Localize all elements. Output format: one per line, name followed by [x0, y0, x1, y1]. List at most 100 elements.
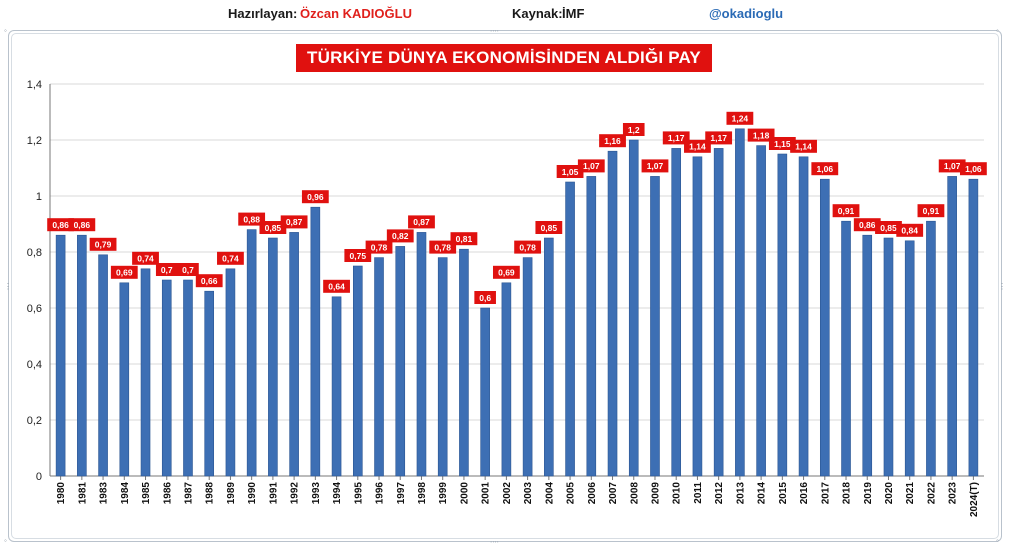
x-tick-label: 2015: [778, 482, 789, 505]
bar[interactable]: [310, 206, 321, 477]
bar[interactable]: [904, 240, 915, 477]
x-tick-label: 2020: [884, 482, 895, 505]
x-tick-label: 2011: [693, 482, 704, 504]
resize-handle-top-left[interactable]: ◦: [4, 26, 7, 35]
x-tick-label: 1998: [417, 482, 428, 505]
bar[interactable]: [565, 181, 575, 477]
resize-handle-top[interactable]: ∙∙∙∙: [490, 26, 499, 35]
x-tick-label: 2019: [863, 482, 874, 505]
bar[interactable]: [352, 265, 363, 477]
data-label: 0,74: [222, 254, 239, 264]
y-tick-label: 1: [36, 191, 42, 203]
bar[interactable]: [862, 234, 873, 477]
bar[interactable]: [77, 234, 87, 477]
twitter-handle[interactable]: @okadioglu: [709, 6, 784, 21]
resize-handle-bottom-left[interactable]: ◦: [4, 536, 7, 545]
bar[interactable]: [204, 290, 215, 477]
bar[interactable]: [459, 248, 469, 477]
bar[interactable]: [161, 279, 172, 477]
resize-handle-left[interactable]: ⋮: [4, 282, 12, 291]
data-label-box: [217, 251, 244, 265]
data-label-box: [110, 265, 138, 279]
data-label: 0,78: [371, 242, 388, 252]
y-tick-label: 0,8: [27, 247, 42, 259]
data-label-box: [238, 212, 266, 226]
resize-handle-top-right[interactable]: ◦: [996, 26, 999, 35]
bar[interactable]: [544, 237, 554, 477]
bar[interactable]: [735, 128, 745, 477]
bar[interactable]: [225, 268, 236, 477]
bar[interactable]: [756, 145, 766, 477]
resize-handle-right[interactable]: ⋮: [998, 282, 1006, 291]
x-tick-label: 1983: [99, 482, 110, 505]
x-tick-label: 2024(T): [969, 482, 980, 517]
bar[interactable]: [777, 153, 788, 477]
x-tick-label: 1989: [226, 482, 237, 505]
bar[interactable]: [692, 156, 703, 477]
data-label-box: [177, 263, 199, 276]
bar[interactable]: [501, 282, 512, 477]
x-tick-label: 1994: [332, 482, 343, 505]
data-label: 0,87: [413, 217, 430, 227]
bar[interactable]: [374, 257, 384, 477]
x-tick-label: 1992: [290, 482, 301, 505]
resize-handle-bottom[interactable]: ∙∙∙∙: [490, 537, 499, 546]
data-label-box: [492, 265, 520, 279]
data-label: 0,75: [350, 251, 367, 261]
data-label: 0,85: [880, 223, 897, 233]
data-label: 1,18: [753, 130, 770, 140]
bar[interactable]: [246, 229, 257, 477]
resize-handle-bottom-right[interactable]: ◦: [996, 536, 999, 545]
data-label-box: [47, 218, 75, 232]
bar[interactable]: [926, 220, 936, 477]
bar[interactable]: [522, 257, 533, 477]
data-label: 1,05: [562, 167, 579, 177]
data-label: 1,06: [817, 164, 834, 174]
bar[interactable]: [947, 176, 957, 477]
y-tick-label: 1,2: [27, 135, 42, 147]
y-tick-label: 0,2: [27, 415, 42, 427]
bar[interactable]: [119, 282, 130, 477]
bar[interactable]: [395, 246, 406, 477]
bar[interactable]: [883, 237, 894, 477]
bar[interactable]: [55, 234, 66, 477]
data-label: 1,17: [668, 133, 685, 143]
bar[interactable]: [819, 178, 830, 477]
bar[interactable]: [183, 279, 193, 477]
bar[interactable]: [650, 176, 660, 477]
bar[interactable]: [416, 232, 427, 477]
bar[interactable]: [586, 176, 597, 477]
y-tick-label: 0: [36, 471, 42, 483]
x-tick-label: 2013: [735, 482, 746, 505]
bar[interactable]: [331, 296, 342, 477]
bar[interactable]: [968, 178, 979, 477]
bar[interactable]: [798, 156, 809, 477]
data-label-box: [790, 139, 817, 153]
data-label-box: [280, 215, 308, 229]
bar[interactable]: [671, 148, 682, 477]
bar[interactable]: [289, 232, 299, 477]
data-labels: 0,86 0,86 0,79 0,69 0,74 0,7 0,7 0,66 0,74 0,88 0,…: [47, 111, 987, 304]
data-label-box: [938, 159, 966, 173]
data-label-box: [832, 204, 860, 218]
x-tick-label: 2017: [820, 482, 831, 505]
source-value: İMF: [562, 6, 585, 21]
bar[interactable]: [841, 220, 851, 477]
data-label: 1,17: [710, 133, 727, 143]
bar[interactable]: [607, 150, 618, 477]
data-label: 0,6: [479, 293, 491, 303]
data-label: 0,86: [52, 220, 69, 230]
source-label: Kaynak:: [512, 6, 563, 21]
data-label: 0,81: [456, 234, 473, 244]
bar[interactable]: [713, 148, 724, 477]
x-tick-label: 2003: [523, 482, 534, 505]
bar[interactable]: [268, 237, 278, 477]
chart-frame-inner: [11, 33, 999, 539]
bar[interactable]: [98, 254, 108, 477]
x-tick-label: 1995: [353, 482, 364, 505]
bar[interactable]: [480, 307, 490, 477]
bar[interactable]: [628, 139, 639, 477]
bar[interactable]: [140, 268, 151, 477]
bar[interactable]: [437, 257, 448, 477]
data-label: 1,07: [647, 161, 664, 171]
